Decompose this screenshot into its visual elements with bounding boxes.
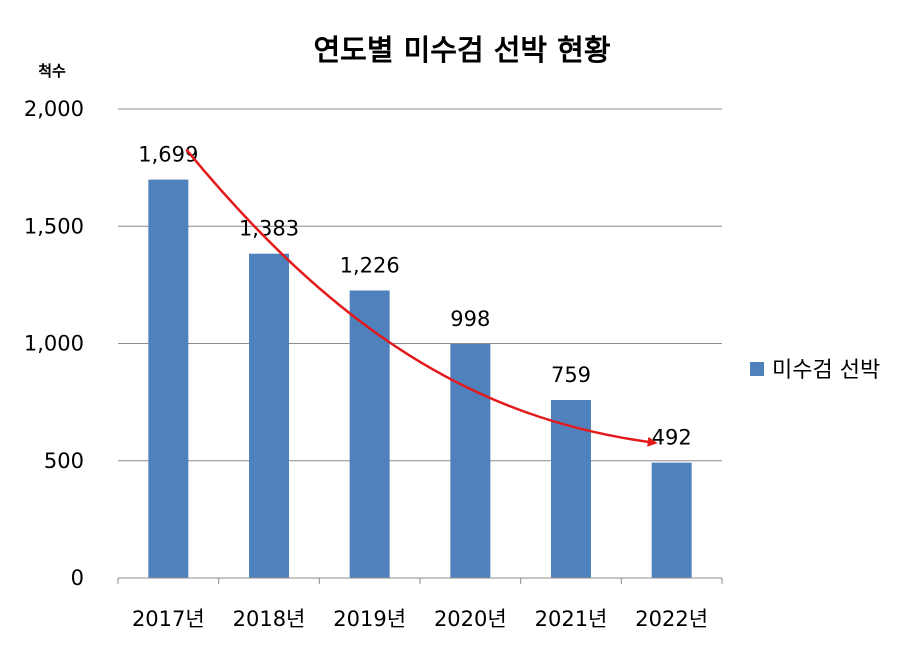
data-label: 1,699 (138, 143, 198, 167)
y-axis-unit-label: 척수 (38, 62, 66, 80)
bar (450, 343, 491, 578)
chart-title: 연도별 미수검 선박 현황 (313, 33, 610, 67)
bar (651, 462, 692, 578)
data-label: 759 (551, 363, 591, 387)
bar (249, 253, 289, 578)
data-label: 1,226 (340, 254, 400, 278)
x-axis (117, 577, 723, 584)
legend: 미수검 선박 (750, 358, 880, 383)
x-tick-label: 2018년 (233, 607, 306, 631)
y-axis-ticks: 0 500 1,000 1,500 2,000 (24, 97, 84, 590)
bar (349, 290, 390, 578)
gridlines (118, 108, 722, 462)
legend-swatch (750, 362, 764, 376)
y-tick-label: 0 (71, 566, 84, 590)
trend-arrow (185, 148, 658, 447)
x-tick-label: 2021년 (535, 607, 608, 631)
x-tick-label: 2019년 (333, 607, 406, 631)
bar (148, 179, 189, 578)
y-tick-label: 2,000 (24, 97, 84, 121)
legend-label: 미수검 선박 (772, 358, 880, 383)
bars (148, 179, 692, 578)
data-label: 998 (450, 307, 490, 331)
y-tick-label: 1,500 (24, 214, 84, 238)
x-tick-label: 2020년 (434, 607, 507, 631)
x-axis-ticks: 2017년 2018년 2019년 2020년 2021년 2022년 (132, 607, 708, 631)
x-tick-label: 2022년 (635, 607, 708, 631)
x-tick-label: 2017년 (132, 607, 205, 631)
data-label: 492 (652, 426, 692, 450)
y-tick-label: 500 (44, 449, 84, 473)
y-tick-label: 1,000 (24, 332, 84, 356)
